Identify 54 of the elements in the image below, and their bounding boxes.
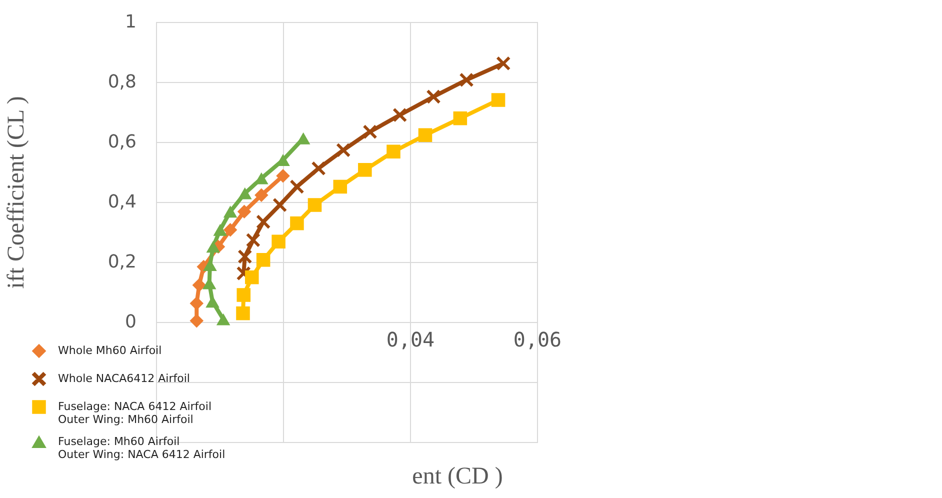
y-tick-label: 0,4 xyxy=(108,192,136,212)
legend-label: Fuselage: NACA 6412 Airfoil Outer Wing: Mh60 Airfoil xyxy=(58,400,212,426)
point xyxy=(246,233,260,247)
point xyxy=(386,144,400,158)
point xyxy=(192,278,206,292)
point xyxy=(244,270,259,284)
point xyxy=(223,206,238,218)
point xyxy=(237,204,252,218)
legend-label: Fuselage: Mh60 Airfoil Outer Wing: NACA 6412 Airfoil xyxy=(58,435,226,461)
legend-label: Whole NACA6412 Airfoil xyxy=(58,372,190,385)
point xyxy=(238,250,252,264)
point xyxy=(296,132,310,144)
x-tick-label: 0,04 xyxy=(386,328,435,352)
y-axis-title: ift Coefficient (CL ) xyxy=(4,96,30,289)
point xyxy=(496,56,510,70)
point xyxy=(256,214,270,229)
point xyxy=(190,314,204,328)
point xyxy=(272,198,287,212)
point xyxy=(426,90,440,104)
y-tick-label: 0,2 xyxy=(108,252,136,272)
x-tick-label: 0,06 xyxy=(513,328,562,352)
point xyxy=(254,188,268,202)
y-tick-label: 1 xyxy=(125,12,136,32)
point xyxy=(256,253,270,267)
point xyxy=(460,73,474,87)
y-tick-label: 0 xyxy=(125,312,136,332)
point xyxy=(491,93,506,107)
point xyxy=(363,124,377,139)
point xyxy=(418,128,432,142)
point xyxy=(213,224,228,236)
point xyxy=(223,223,238,237)
point xyxy=(276,169,290,183)
point xyxy=(272,234,286,248)
point xyxy=(312,162,326,176)
point xyxy=(203,259,217,271)
point xyxy=(392,108,407,122)
x-axis-title: ent (CD ) xyxy=(412,464,503,490)
point xyxy=(206,240,220,253)
point xyxy=(236,306,250,320)
legend-label: Whole Mh60 Airfoil xyxy=(58,344,162,357)
point xyxy=(290,216,304,230)
point xyxy=(358,163,372,177)
point xyxy=(236,288,251,302)
point xyxy=(308,198,322,212)
point xyxy=(190,296,204,310)
point xyxy=(238,187,252,200)
point xyxy=(290,180,304,194)
point xyxy=(453,111,468,126)
point xyxy=(336,143,350,157)
y-tick-label: 0,8 xyxy=(108,72,136,92)
point xyxy=(333,180,348,194)
point xyxy=(206,296,220,308)
point xyxy=(216,313,230,326)
y-tick-label: 0,6 xyxy=(108,132,136,152)
